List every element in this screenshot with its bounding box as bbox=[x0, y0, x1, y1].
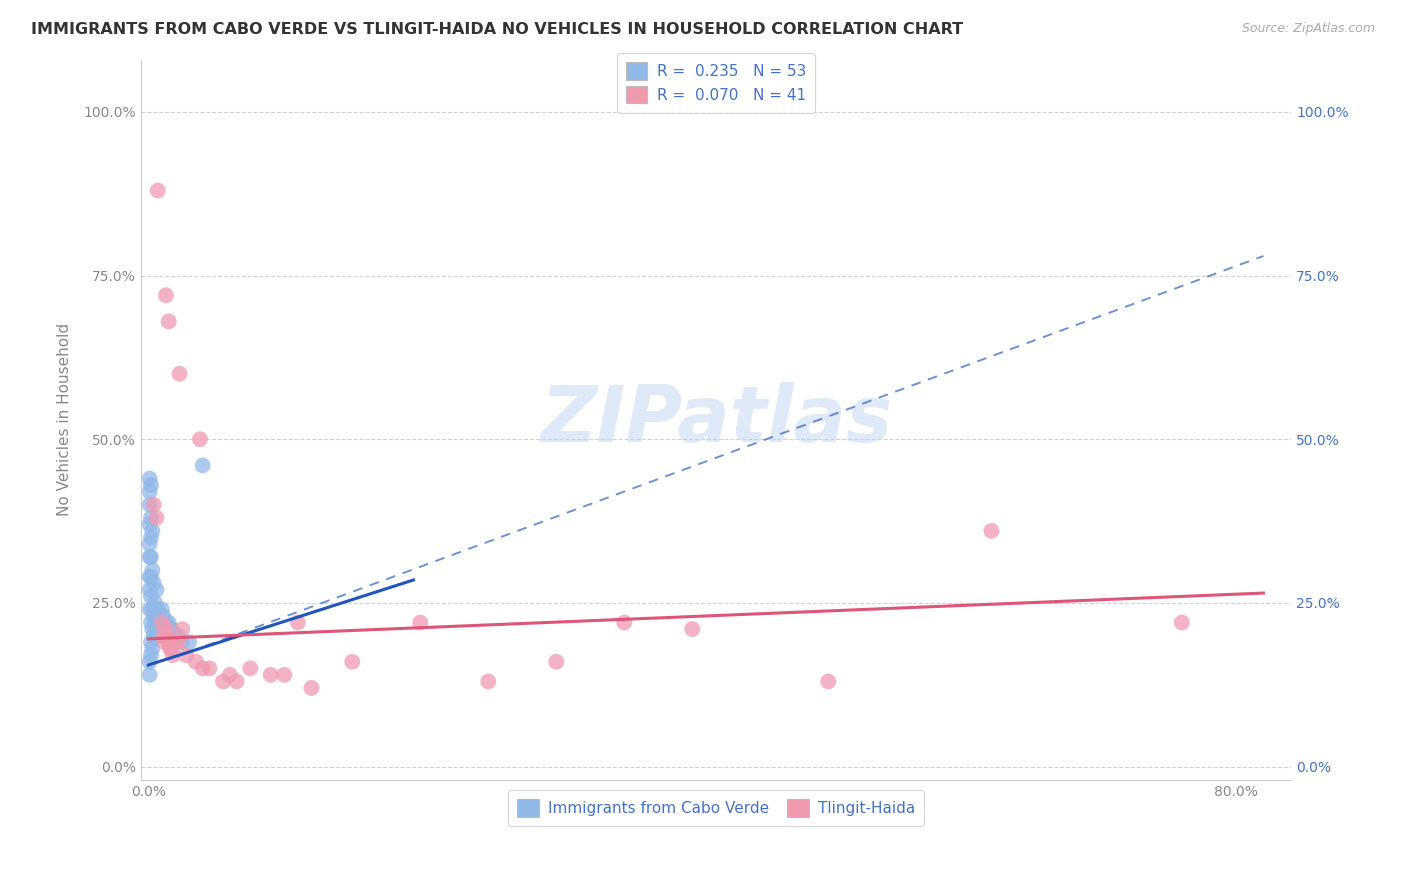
Point bbox=[141, 563, 163, 577]
Point bbox=[163, 635, 186, 649]
Point bbox=[613, 615, 636, 630]
Point bbox=[139, 615, 162, 630]
Point bbox=[139, 635, 162, 649]
Point bbox=[167, 635, 190, 649]
Point bbox=[191, 458, 214, 473]
Point bbox=[138, 550, 160, 565]
Point bbox=[163, 629, 186, 643]
Point bbox=[145, 510, 167, 524]
Point bbox=[191, 661, 214, 675]
Point bbox=[172, 635, 194, 649]
Point bbox=[165, 629, 187, 643]
Point bbox=[157, 615, 180, 630]
Point bbox=[139, 478, 162, 492]
Point bbox=[239, 661, 262, 675]
Point bbox=[546, 655, 568, 669]
Point bbox=[146, 622, 169, 636]
Point bbox=[150, 615, 173, 630]
Point bbox=[138, 668, 160, 682]
Point bbox=[138, 498, 160, 512]
Point bbox=[162, 648, 184, 663]
Point bbox=[159, 622, 181, 636]
Point bbox=[342, 655, 364, 669]
Point bbox=[141, 602, 163, 616]
Point bbox=[138, 517, 160, 532]
Point bbox=[142, 609, 165, 624]
Point bbox=[139, 648, 162, 663]
Point bbox=[143, 596, 166, 610]
Point bbox=[138, 582, 160, 597]
Point bbox=[150, 602, 173, 616]
Point bbox=[157, 635, 180, 649]
Point bbox=[148, 609, 170, 624]
Point bbox=[212, 674, 235, 689]
Point bbox=[145, 609, 167, 624]
Point bbox=[188, 432, 211, 446]
Point bbox=[141, 641, 163, 656]
Point bbox=[159, 641, 181, 656]
Point bbox=[143, 615, 166, 630]
Point bbox=[153, 615, 176, 630]
Point bbox=[177, 635, 200, 649]
Point bbox=[477, 674, 499, 689]
Point bbox=[156, 629, 179, 643]
Point bbox=[160, 622, 183, 636]
Point bbox=[162, 629, 184, 643]
Point bbox=[150, 622, 173, 636]
Point bbox=[160, 641, 183, 656]
Point bbox=[138, 602, 160, 616]
Point bbox=[176, 648, 198, 663]
Point bbox=[167, 629, 190, 643]
Point bbox=[138, 484, 160, 499]
Point bbox=[169, 367, 191, 381]
Point bbox=[184, 655, 207, 669]
Point bbox=[138, 655, 160, 669]
Point bbox=[139, 530, 162, 544]
Point bbox=[138, 537, 160, 551]
Point bbox=[817, 674, 839, 689]
Point bbox=[156, 622, 179, 636]
Point bbox=[141, 622, 163, 636]
Point bbox=[681, 622, 703, 636]
Point bbox=[225, 674, 247, 689]
Point bbox=[149, 615, 172, 630]
Y-axis label: No Vehicles in Household: No Vehicles in Household bbox=[58, 323, 72, 516]
Point bbox=[148, 629, 170, 643]
Text: ZIPatlas: ZIPatlas bbox=[540, 382, 893, 458]
Point bbox=[301, 681, 323, 695]
Point bbox=[218, 668, 240, 682]
Point bbox=[139, 570, 162, 584]
Point bbox=[409, 615, 432, 630]
Point bbox=[141, 524, 163, 538]
Point bbox=[155, 615, 177, 630]
Point bbox=[138, 471, 160, 485]
Text: Source: ZipAtlas.com: Source: ZipAtlas.com bbox=[1241, 22, 1375, 36]
Point bbox=[142, 629, 165, 643]
Point bbox=[139, 510, 162, 524]
Point bbox=[138, 570, 160, 584]
Point bbox=[142, 576, 165, 591]
Point bbox=[139, 590, 162, 604]
Point bbox=[172, 622, 194, 636]
Point bbox=[287, 615, 309, 630]
Point bbox=[273, 668, 295, 682]
Point bbox=[198, 661, 221, 675]
Point bbox=[139, 550, 162, 565]
Point bbox=[1171, 615, 1194, 630]
Point bbox=[153, 635, 176, 649]
Point bbox=[146, 184, 169, 198]
Point bbox=[142, 498, 165, 512]
Point bbox=[155, 622, 177, 636]
Point bbox=[146, 602, 169, 616]
Point bbox=[980, 524, 1002, 538]
Point bbox=[157, 314, 180, 328]
Legend: Immigrants from Cabo Verde, Tlingit-Haida: Immigrants from Cabo Verde, Tlingit-Haid… bbox=[508, 790, 924, 826]
Point bbox=[260, 668, 283, 682]
Point bbox=[145, 582, 167, 597]
Text: IMMIGRANTS FROM CABO VERDE VS TLINGIT-HAIDA NO VEHICLES IN HOUSEHOLD CORRELATION: IMMIGRANTS FROM CABO VERDE VS TLINGIT-HA… bbox=[31, 22, 963, 37]
Point bbox=[155, 288, 177, 302]
Point bbox=[152, 609, 174, 624]
Point bbox=[165, 635, 187, 649]
Point bbox=[152, 629, 174, 643]
